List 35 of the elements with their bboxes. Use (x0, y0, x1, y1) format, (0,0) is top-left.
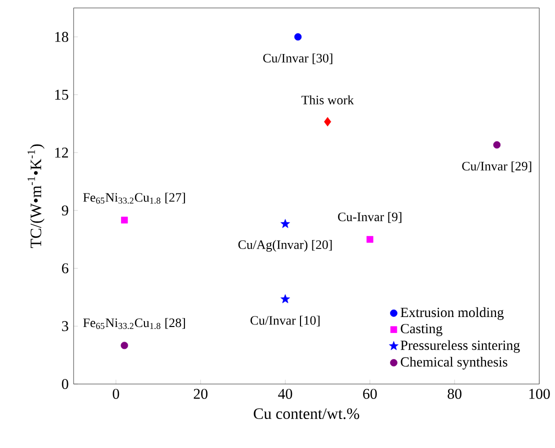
annotation: Cu/Ag(Invar) [20] (238, 240, 332, 252)
point (121, 216, 128, 224)
point (366, 236, 374, 243)
legend-label: Casting (400, 324, 442, 336)
x-axis-title: Cu content/wt.% (254, 408, 360, 420)
x-tick-label: 100 (529, 388, 550, 400)
x-tick-label: 0 (112, 388, 120, 400)
annotation: Fe$_{65}$Ni$_{33.2}$Cu$_{1.8}$ [27] (83, 192, 185, 204)
point (120, 342, 128, 350)
legend-label: Pressureless sintering (400, 340, 520, 353)
point (280, 294, 290, 304)
x-tick-label: 40 (278, 388, 292, 400)
point (280, 219, 290, 228)
annotation: This work (302, 95, 354, 105)
point (294, 33, 302, 41)
y-tick-label: 9 (62, 206, 68, 216)
legend-label: Chemical synthesis (400, 357, 508, 370)
point (493, 141, 501, 149)
annotation: Cu/Invar [10] (250, 316, 320, 327)
x-tick-label: 80 (448, 388, 462, 400)
annotation: Cu/Invar [30] (263, 54, 332, 64)
x-tick-label: 20 (194, 388, 208, 400)
annotation: Cu/Invar [29] (462, 162, 532, 172)
legend-label: Extrusion molding (400, 307, 504, 320)
y-tick-label: 6 (62, 263, 68, 274)
y-tick-label: 3 (62, 321, 68, 332)
point (324, 117, 332, 127)
y-tick-label: 15 (55, 90, 68, 100)
annotation: Fe$_{65}$Ni$_{33.2}$Cu$_{1.8}$ [28] (83, 318, 185, 330)
y-tick-label: 18 (55, 32, 68, 42)
annotation: Cu-Invar [9] (338, 212, 402, 223)
y-axis-title: TC/(W•m$^{-1}$•K$^{-1}$) (28, 144, 44, 248)
x-tick-label: 60 (363, 388, 377, 400)
y-tick-label: 12 (55, 148, 68, 158)
y-tick-label: 0 (62, 379, 68, 390)
